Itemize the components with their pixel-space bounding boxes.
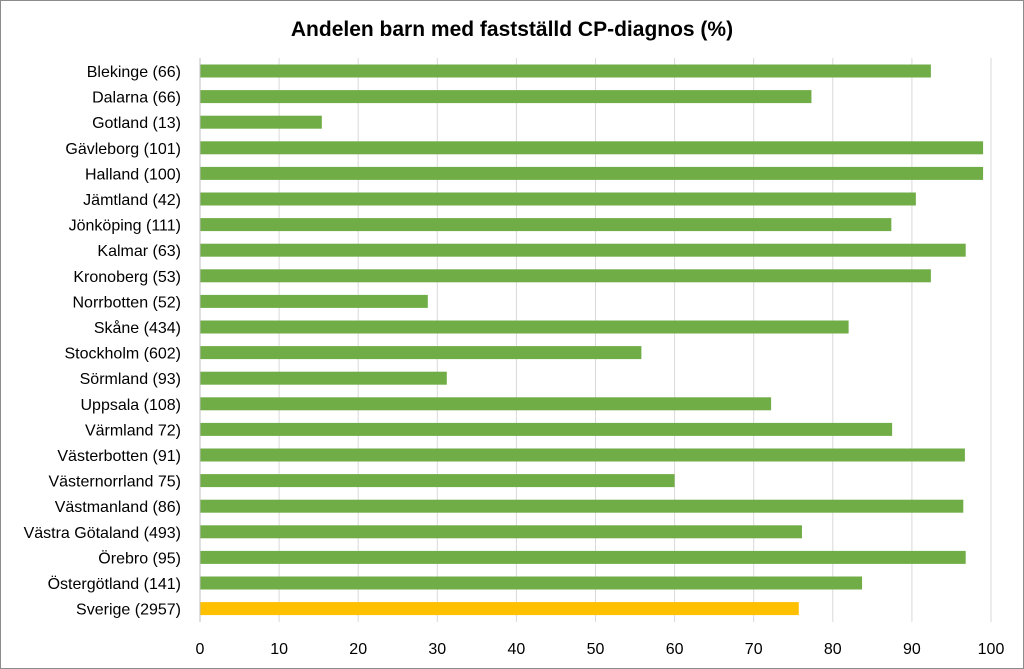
category-label: Gotland (13): [92, 115, 181, 132]
category-label: Kalmar (63): [97, 243, 181, 260]
x-tick-label: 40: [508, 641, 526, 658]
category-label: Örebro (95): [98, 549, 181, 567]
bar: [200, 64, 931, 78]
category-label: Kronoberg (53): [73, 269, 181, 286]
bar: [200, 499, 964, 513]
x-tick-label: 50: [587, 641, 605, 658]
bar: [200, 474, 675, 488]
bar: [200, 218, 892, 232]
category-label: Västmanland (86): [55, 499, 181, 516]
bar: [200, 294, 428, 308]
category-label: Gävleborg (101): [65, 141, 181, 158]
bar: [200, 141, 984, 155]
bars: [200, 64, 984, 616]
category-label: Dalarna (66): [92, 90, 181, 107]
bar: [200, 243, 966, 257]
x-tick-label: 20: [349, 641, 367, 658]
bar: [200, 422, 893, 436]
x-tick-label: 10: [270, 641, 288, 658]
bar: [200, 346, 642, 360]
category-label: Västernorrland 75): [48, 474, 181, 491]
x-tick-label: 90: [903, 641, 921, 658]
category-labels: Blekinge (66) Dalarna (66) Gotland (13) Gäv…: [24, 64, 181, 619]
category-label: Blekinge (66): [87, 64, 181, 81]
bar: [200, 371, 447, 385]
x-tick-label: 100: [978, 641, 1005, 658]
category-label: Värmland 72): [85, 422, 181, 439]
category-label: Norrbotten (52): [73, 294, 182, 311]
bar: [200, 550, 966, 564]
x-tick-label: 80: [824, 641, 842, 658]
category-label: Halland (100): [85, 166, 181, 183]
category-label: Sörmland (93): [80, 371, 181, 388]
category-label: Stockholm (602): [65, 346, 182, 363]
bar: [200, 166, 984, 180]
category-label: Jönköping (111): [69, 218, 181, 235]
x-tick-label: 70: [745, 641, 763, 658]
chart-title: Andelen barn med fastställd CP-diagnos (…: [291, 18, 733, 41]
category-label: Västra Götaland (493): [24, 525, 181, 542]
category-label: Östergötland (141): [48, 575, 181, 593]
x-tick-label: 60: [666, 641, 684, 658]
bar: [200, 397, 772, 411]
bar: [200, 576, 863, 590]
bar: [200, 115, 322, 129]
bar-total: [200, 602, 799, 616]
x-tick-label: 30: [428, 641, 446, 658]
bar: [200, 525, 802, 539]
bar: [200, 448, 965, 462]
x-axis-tick-labels: 0 10 20 30 40 50 60 70 80 90 100: [196, 641, 1005, 658]
category-label: Uppsala (108): [81, 397, 182, 414]
x-tick-label: 0: [196, 641, 205, 658]
category-label: Sverige (2957): [76, 602, 181, 619]
bar: [200, 90, 812, 104]
category-label: Skåne (434): [94, 319, 181, 337]
bar: [200, 269, 931, 283]
bar: [200, 192, 916, 206]
category-label: Jämtland (42): [83, 192, 181, 209]
bar: [200, 320, 849, 334]
category-label: Västerbotten (91): [57, 448, 181, 465]
